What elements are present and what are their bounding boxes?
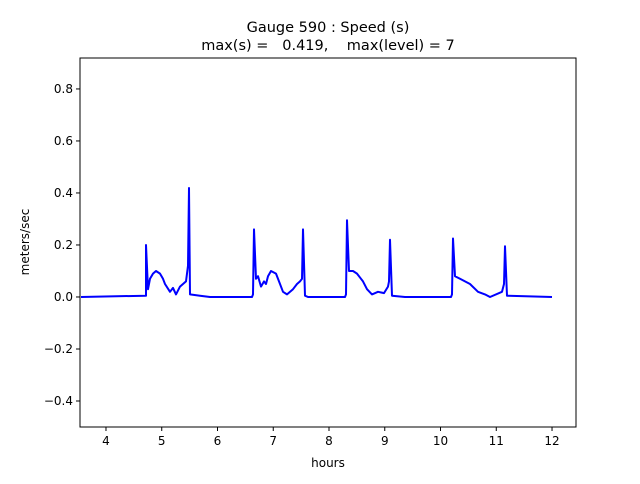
x-tick-label: 12 — [544, 434, 559, 448]
chart-title: Gauge 590 : Speed (s) — [247, 20, 410, 36]
y-axis: −0.4 −0.2 0.0 0.2 0.4 0.6 0.8 — [44, 82, 80, 408]
y-tick-label: 0.0 — [54, 290, 73, 304]
x-tick-label: 8 — [325, 434, 333, 448]
x-tick-label: 11 — [489, 434, 504, 448]
y-tick-label: −0.2 — [44, 342, 73, 356]
x-tick-label: 7 — [269, 434, 277, 448]
x-axis-label: hours — [311, 456, 345, 470]
plot-area — [80, 187, 553, 298]
y-tick-label: 0.6 — [54, 134, 73, 148]
axes-frame — [79, 57, 577, 428]
x-tick-label: 10 — [433, 434, 448, 448]
series-line-speed — [80, 187, 553, 298]
x-tick-label: 4 — [102, 434, 110, 448]
y-tick-label: 0.2 — [54, 238, 73, 252]
x-tick-label: 5 — [158, 434, 166, 448]
x-tick-label: 9 — [381, 434, 389, 448]
x-tick-label: 6 — [214, 434, 222, 448]
y-axis-label: meters/sec — [18, 209, 32, 276]
y-tick-label: 0.4 — [54, 186, 73, 200]
y-tick-label: −0.4 — [44, 394, 73, 408]
x-axis: 4 5 6 7 8 9 10 11 12 — [102, 427, 560, 448]
chart-subtitle: max(s) = 0.419, max(level) = 7 — [201, 38, 455, 54]
y-tick-label: 0.8 — [54, 82, 73, 96]
